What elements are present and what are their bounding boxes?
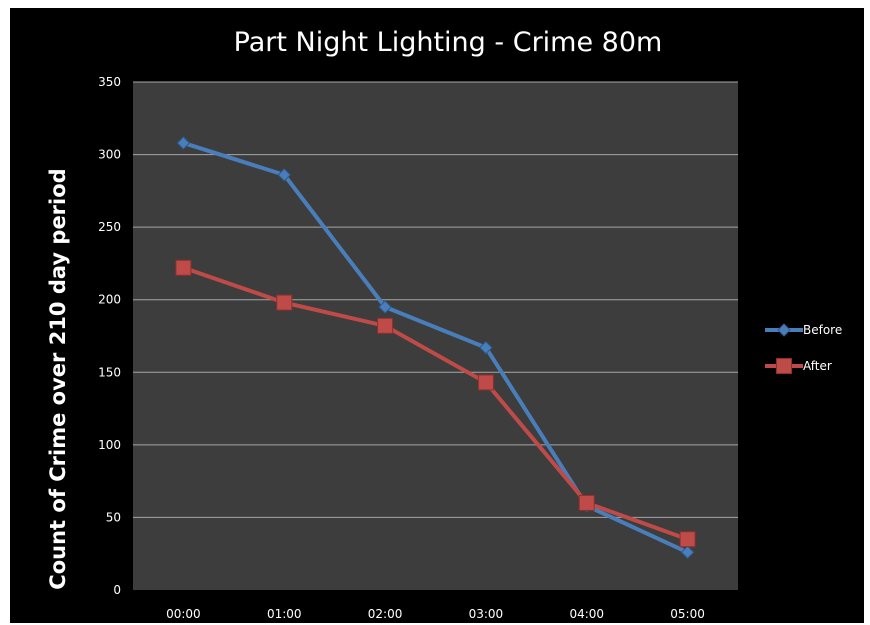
- plot-area: [133, 82, 738, 590]
- point-after-00-00: [175, 259, 192, 276]
- point-before-00-00: [176, 136, 191, 150]
- chart-frame: Part Night Lighting - Crime 80m 0 50 100 15…: [10, 8, 864, 623]
- y-axis-label: Count of Crime over 210 day period: [46, 168, 70, 589]
- point-after-05-00: [679, 531, 696, 548]
- x-axis-ticks: 00:00 01:00 02:00 03:00 04:00 05:00: [166, 607, 705, 621]
- legend-label-after: After: [803, 359, 832, 373]
- legend-marker-after: [776, 358, 792, 374]
- point-after-02-00: [377, 317, 394, 334]
- point-before-01-00: [277, 168, 291, 182]
- y-tick-label-0: 0: [113, 583, 121, 597]
- y-tick-label-200: 200: [98, 293, 121, 307]
- series-line-after: [182, 265, 689, 542]
- series-layer: [175, 136, 696, 559]
- x-tick-label-00-00: 00:00: [166, 607, 201, 621]
- grid-lines: [133, 81, 738, 518]
- x-tick-label-01-00: 01:00: [267, 607, 302, 621]
- legend-label-before: Before: [803, 323, 842, 337]
- point-after-03-00: [477, 374, 494, 391]
- legend-item-before: Before: [765, 323, 842, 337]
- y-tick-label-250: 250: [98, 220, 121, 234]
- point-before-03-00: [479, 340, 493, 355]
- point-after-04-00: [578, 494, 595, 511]
- y-tick-label-100: 100: [98, 438, 121, 452]
- y-tick-label-50: 50: [106, 510, 121, 524]
- legend: Before After: [765, 323, 842, 374]
- chart-title: Part Night Lighting - Crime 80m: [234, 27, 663, 58]
- series-before: [176, 136, 695, 559]
- y-tick-label-300: 300: [98, 148, 121, 162]
- line-chart: Part Night Lighting - Crime 80m 0 50 100 15…: [46, 27, 842, 621]
- point-before-05-00: [680, 545, 695, 559]
- x-tick-label-02-00: 02:00: [368, 607, 403, 621]
- point-after-01-00: [276, 294, 293, 311]
- series-line-before: [182, 141, 689, 555]
- x-tick-label-05-00: 05:00: [670, 607, 705, 621]
- x-tick-label-03-00: 03:00: [469, 607, 504, 621]
- y-tick-label-350: 350: [98, 75, 121, 89]
- point-before-02-00: [378, 300, 392, 314]
- legend-marker-before: [777, 323, 791, 337]
- legend-item-after: After: [765, 358, 832, 374]
- series-after: [175, 259, 696, 548]
- y-tick-label-150: 150: [98, 365, 121, 379]
- y-axis-ticks: 0 50 100 150 200 250 300 350: [98, 75, 121, 597]
- x-tick-label-04-00: 04:00: [569, 607, 604, 621]
